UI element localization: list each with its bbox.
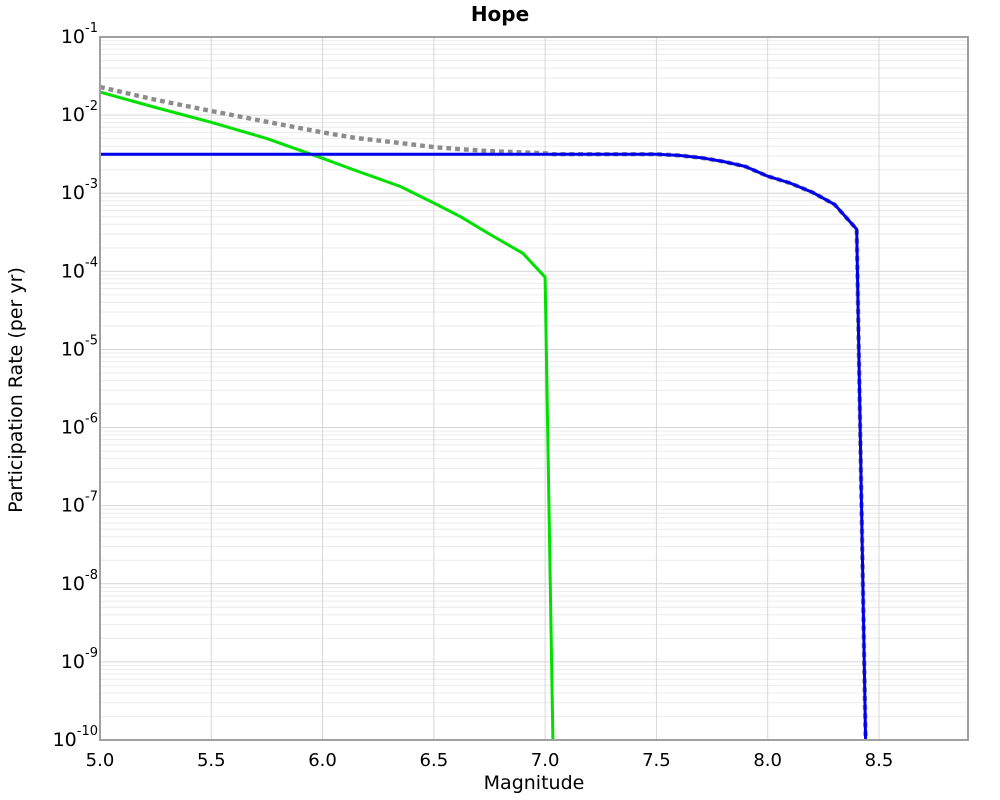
minor-gridlines [100,40,968,717]
y-tick-label: 10-9 [61,645,98,673]
y-tick-label: 10-4 [61,255,98,283]
x-tick-labels: 5.0 5.5 6.0 6.5 7.0 7.5 8.0 8.5 [86,750,894,771]
y-tick-label: 10-10 [53,724,98,752]
x-tick-label: 5.5 [197,750,226,771]
chart-title: Hope [470,2,530,26]
y-tick-label: 10-8 [61,567,98,595]
x-tick-label: 8.0 [753,750,782,771]
x-axis-label: Magnitude [483,772,585,794]
x-tick-label: 5.0 [86,750,115,771]
x-tick-label: 7.0 [531,750,560,771]
x-tick-label: 7.5 [642,750,671,771]
plot-background [100,37,968,740]
y-tick-label: 10-6 [61,411,98,439]
x-tick-label: 6.0 [308,750,337,771]
series-green-branch-rate [99,90,555,741]
y-tick-label: 10-1 [61,21,98,49]
x-tick-label: 8.5 [865,750,894,771]
y-tick-label: 10-3 [61,177,98,205]
series-blue-branch-rate [100,152,868,741]
y-tick-label: 10-5 [61,333,98,361]
x-tick-label: 6.5 [420,750,449,771]
y-tick-label: 10-7 [61,489,98,516]
y-tick-label: 10-2 [61,99,98,127]
plot-border [99,36,969,741]
y-tick-labels: 10-1 10-2 10-3 10-4 10-5 10-6 10-7 10-8 10-9 10-1… [53,21,98,752]
